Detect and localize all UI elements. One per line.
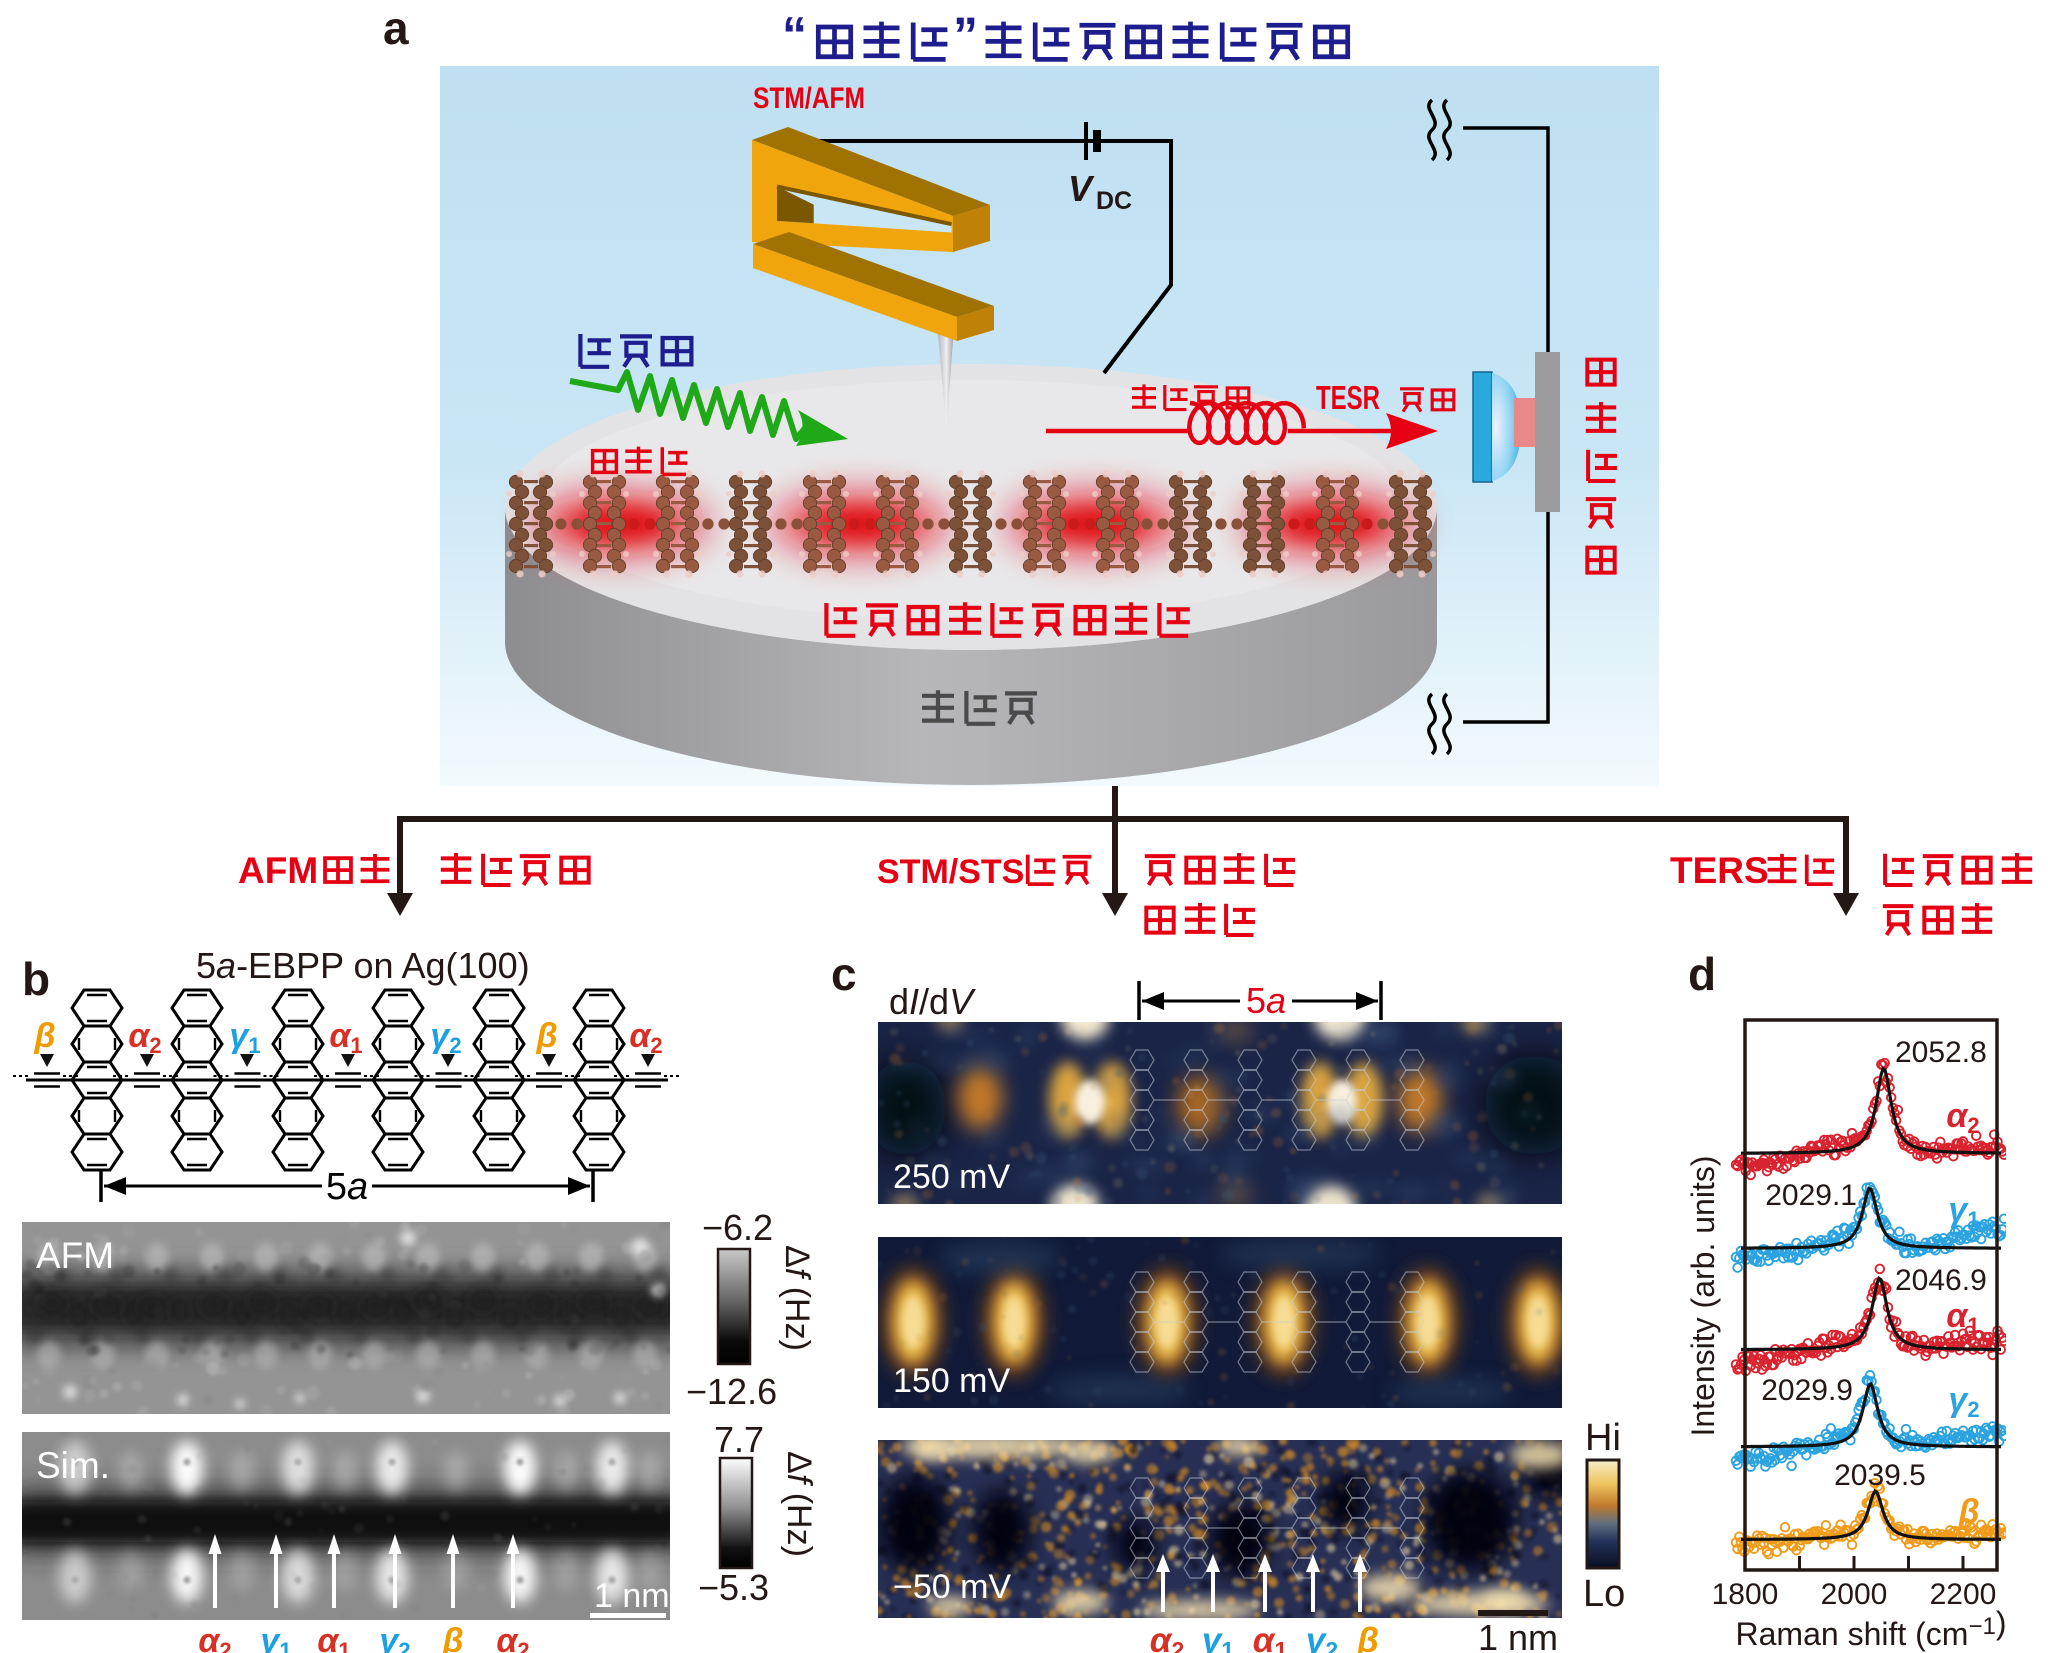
svg-text:β: β: [1957, 1493, 1979, 1531]
svg-text:α2: α2: [1150, 1621, 1185, 1653]
svg-text:dI/dV: dI/dV: [889, 981, 976, 1022]
svg-text:AFM: AFM: [36, 1235, 114, 1276]
svg-text:TESR: TESR: [1316, 379, 1380, 416]
svg-text:−5.3: −5.3: [698, 1567, 769, 1608]
svg-text:150 mV: 150 mV: [893, 1362, 1010, 1400]
svg-text:2039.5: 2039.5: [1834, 1459, 1926, 1492]
svg-text:Δf (Hz): Δf (Hz): [778, 1245, 816, 1351]
svg-text:Sim.: Sim.: [36, 1445, 110, 1486]
svg-text:5a: 5a: [326, 1166, 368, 1208]
svg-text:2200: 2200: [1930, 1578, 1997, 1611]
svg-text:γ1: γ1: [1202, 1621, 1234, 1653]
svg-text:2052.8: 2052.8: [1895, 1036, 1987, 1069]
svg-text:α2: α2: [128, 1017, 161, 1058]
svg-text:2000: 2000: [1821, 1578, 1888, 1611]
svg-text:α1: α1: [1253, 1621, 1288, 1653]
svg-text:2046.9: 2046.9: [1895, 1264, 1987, 1297]
svg-text:β: β: [33, 1017, 55, 1055]
svg-text:Raman shift (cm−1): Raman shift (cm−1): [1736, 1605, 2007, 1652]
svg-text:c: c: [831, 948, 857, 1000]
svg-text:2029.9: 2029.9: [1761, 1374, 1853, 1407]
svg-text:−12.6: −12.6: [686, 1371, 777, 1412]
svg-text:TERS: TERS: [1670, 850, 1769, 891]
svg-text:a: a: [383, 2, 409, 54]
svg-text:”: ”: [953, 7, 978, 63]
svg-text:α2: α2: [629, 1017, 662, 1058]
svg-text:Δf (Hz): Δf (Hz): [780, 1451, 818, 1557]
svg-text:γ2: γ2: [379, 1622, 410, 1653]
svg-text:DC: DC: [1096, 187, 1132, 215]
svg-text:Intensity (arb. units): Intensity (arb. units): [1685, 1156, 1721, 1437]
svg-text:γ1: γ1: [229, 1017, 260, 1058]
svg-text:STM/STS: STM/STS: [877, 853, 1024, 891]
svg-text:d: d: [1688, 948, 1716, 1000]
svg-text:β: β: [441, 1622, 463, 1653]
svg-text:V: V: [1068, 168, 1095, 209]
svg-text:α2: α2: [198, 1622, 231, 1653]
svg-text:Hi: Hi: [1585, 1417, 1621, 1459]
svg-text:1 nm: 1 nm: [594, 1577, 670, 1615]
svg-text:“: “: [782, 7, 807, 63]
svg-text:α2: α2: [1946, 1097, 1979, 1138]
svg-text:α1: α1: [317, 1622, 350, 1653]
svg-text:STM/AFM: STM/AFM: [753, 82, 865, 115]
svg-text:Lo: Lo: [1583, 1573, 1625, 1615]
svg-text:−50 mV: −50 mV: [893, 1568, 1011, 1606]
svg-text:1 nm: 1 nm: [1478, 1617, 1558, 1653]
svg-text:5a-EBPP on Ag(100): 5a-EBPP on Ag(100): [196, 945, 530, 986]
svg-text:β: β: [1356, 1621, 1379, 1653]
svg-text:γ2: γ2: [430, 1017, 461, 1058]
svg-text:1800: 1800: [1712, 1578, 1779, 1611]
svg-text:α1: α1: [329, 1017, 362, 1058]
svg-text:b: b: [22, 953, 50, 1005]
svg-text:AFM: AFM: [238, 850, 318, 891]
svg-text:γ1: γ1: [1948, 1191, 1979, 1232]
svg-text:−6.2: −6.2: [702, 1207, 773, 1248]
svg-text:5a: 5a: [1246, 980, 1286, 1021]
svg-text:7.7: 7.7: [714, 1419, 764, 1460]
svg-text:γ1: γ1: [260, 1622, 291, 1653]
svg-text:2029.1: 2029.1: [1765, 1179, 1857, 1212]
svg-text:α1: α1: [1946, 1297, 1979, 1338]
svg-text:250 mV: 250 mV: [893, 1158, 1010, 1196]
svg-text:β: β: [535, 1017, 557, 1055]
svg-text:α2: α2: [496, 1622, 529, 1653]
svg-text:γ2: γ2: [1306, 1621, 1338, 1653]
svg-text:γ2: γ2: [1948, 1381, 1979, 1422]
